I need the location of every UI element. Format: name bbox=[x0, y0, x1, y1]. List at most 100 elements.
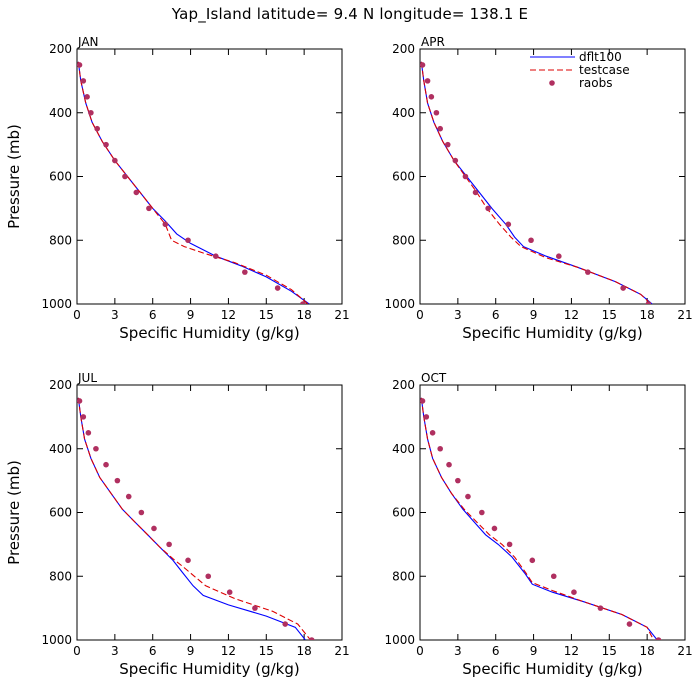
series-raobs-point bbox=[308, 637, 315, 640]
y-tick-label: 400 bbox=[392, 442, 415, 456]
x-tick-label: 6 bbox=[492, 308, 500, 322]
series-raobs-point bbox=[112, 157, 118, 164]
plot-frame bbox=[76, 48, 343, 305]
y-tick-label: 1000 bbox=[41, 297, 72, 311]
series-raobs-point bbox=[122, 173, 128, 180]
figure-title: Yap_Island latitude= 9.4 N longitude= 13… bbox=[171, 5, 528, 24]
x-tick-label: 12 bbox=[564, 644, 579, 658]
y-tick-label: 200 bbox=[392, 378, 415, 392]
series-raobs-point bbox=[528, 237, 534, 244]
series-raobs-point bbox=[485, 205, 491, 212]
legend-label-raobs: raobs bbox=[579, 76, 613, 90]
series-raobs-point bbox=[300, 301, 306, 304]
y-tick-label: 200 bbox=[49, 378, 72, 392]
series-dflt100-line bbox=[77, 397, 306, 640]
series-raobs-point bbox=[505, 221, 512, 228]
y-tick-label: 400 bbox=[49, 106, 72, 120]
x-tick-label: 6 bbox=[149, 644, 157, 658]
plot-frame bbox=[419, 48, 686, 305]
series-raobs-point bbox=[556, 253, 562, 259]
x-tick-label: 3 bbox=[454, 308, 462, 322]
x-tick-label: 21 bbox=[677, 308, 692, 322]
y-tick-label: 200 bbox=[49, 42, 72, 56]
y-tick-label: 600 bbox=[392, 506, 415, 520]
plot-area bbox=[420, 61, 653, 304]
series-raobs-point bbox=[620, 285, 626, 291]
x-tick-label: 12 bbox=[221, 644, 236, 658]
y-tick-label: 600 bbox=[49, 170, 72, 184]
x-tick-label: 9 bbox=[187, 308, 195, 322]
series-raobs-point bbox=[125, 493, 132, 500]
series-raobs-point bbox=[103, 141, 109, 148]
x-tick-label: 15 bbox=[259, 308, 274, 322]
series-raobs-point bbox=[529, 557, 536, 564]
series-raobs-point bbox=[166, 541, 172, 548]
y-tick-label: 800 bbox=[392, 569, 415, 583]
series-raobs-point bbox=[429, 430, 436, 436]
y-tick-label: 1000 bbox=[384, 297, 415, 311]
panel-label: APR bbox=[421, 35, 445, 49]
x-tick-label: 3 bbox=[111, 644, 119, 658]
x-tick-label: 6 bbox=[149, 308, 157, 322]
y-tick-label: 600 bbox=[392, 170, 415, 184]
series-raobs-point bbox=[506, 541, 513, 548]
series-raobs-point bbox=[472, 189, 479, 196]
x-tick-label: 6 bbox=[492, 644, 500, 658]
x-tick-label: 9 bbox=[187, 644, 195, 658]
series-raobs-point bbox=[77, 62, 83, 68]
series-raobs-point bbox=[80, 78, 87, 84]
legend-swatch-raobs bbox=[549, 80, 555, 86]
series-dflt100-line bbox=[420, 397, 658, 640]
x-axis-label: Specific Humidity (g/kg) bbox=[462, 324, 642, 342]
x-tick-label: 15 bbox=[602, 644, 617, 658]
x-tick-label: 21 bbox=[334, 308, 349, 322]
series-raobs-point bbox=[491, 525, 498, 532]
series-raobs-point bbox=[423, 414, 430, 420]
series-testcase-line bbox=[77, 61, 309, 304]
x-tick-label: 12 bbox=[564, 308, 579, 322]
series-raobs-point bbox=[138, 509, 145, 516]
series-raobs-point bbox=[585, 269, 591, 275]
panel-label: JAN bbox=[77, 35, 99, 49]
x-tick-label: 18 bbox=[640, 644, 655, 658]
legend-label-testcase: testcase bbox=[579, 63, 630, 77]
plot-area bbox=[420, 397, 662, 640]
plot-frame bbox=[419, 384, 686, 641]
series-raobs-point bbox=[205, 573, 212, 580]
y-tick-label: 400 bbox=[49, 442, 72, 456]
series-raobs-point bbox=[428, 94, 435, 100]
series-raobs-point bbox=[185, 557, 191, 564]
series-raobs-point bbox=[93, 445, 99, 452]
x-tick-label: 15 bbox=[602, 308, 617, 322]
panels-container: 0 3 6 9 12 15 18 21 200 400 600 800 1000 Specific Hum… bbox=[5, 35, 693, 678]
series-raobs-point bbox=[433, 109, 440, 116]
series-raobs-point bbox=[162, 221, 169, 228]
series-raobs-point bbox=[133, 189, 140, 196]
x-tick-label: 21 bbox=[334, 644, 349, 658]
x-tick-label: 3 bbox=[454, 644, 462, 658]
series-raobs-point bbox=[479, 509, 485, 516]
series-raobs-point bbox=[88, 109, 94, 116]
plot-frame bbox=[76, 384, 343, 641]
y-axis-label: Pressure (mb) bbox=[5, 460, 23, 565]
y-tick-label: 800 bbox=[49, 569, 72, 583]
series-raobs-point bbox=[655, 637, 662, 640]
x-tick-label: 0 bbox=[416, 644, 424, 658]
series-raobs-point bbox=[114, 477, 121, 484]
series-raobs-point bbox=[77, 398, 83, 404]
panel-label: OCT bbox=[421, 371, 447, 385]
panel-jul: 0 3 6 9 12 15 18 21 200 400 600 800 1000 Specific Hum… bbox=[5, 371, 350, 678]
plot-area bbox=[77, 61, 310, 304]
panel-label: JUL bbox=[77, 371, 97, 385]
y-axis-label: Pressure (mb) bbox=[5, 124, 23, 229]
x-axis-label: Specific Humidity (g/kg) bbox=[462, 660, 642, 678]
y-tick-label: 800 bbox=[392, 233, 415, 247]
series-raobs-point bbox=[151, 525, 157, 532]
x-tick-label: 18 bbox=[640, 308, 655, 322]
x-tick-label: 21 bbox=[677, 644, 692, 658]
series-raobs-point bbox=[242, 269, 248, 275]
x-tick-label: 18 bbox=[297, 308, 312, 322]
series-raobs-point bbox=[462, 173, 469, 180]
series-raobs-point bbox=[571, 589, 577, 595]
